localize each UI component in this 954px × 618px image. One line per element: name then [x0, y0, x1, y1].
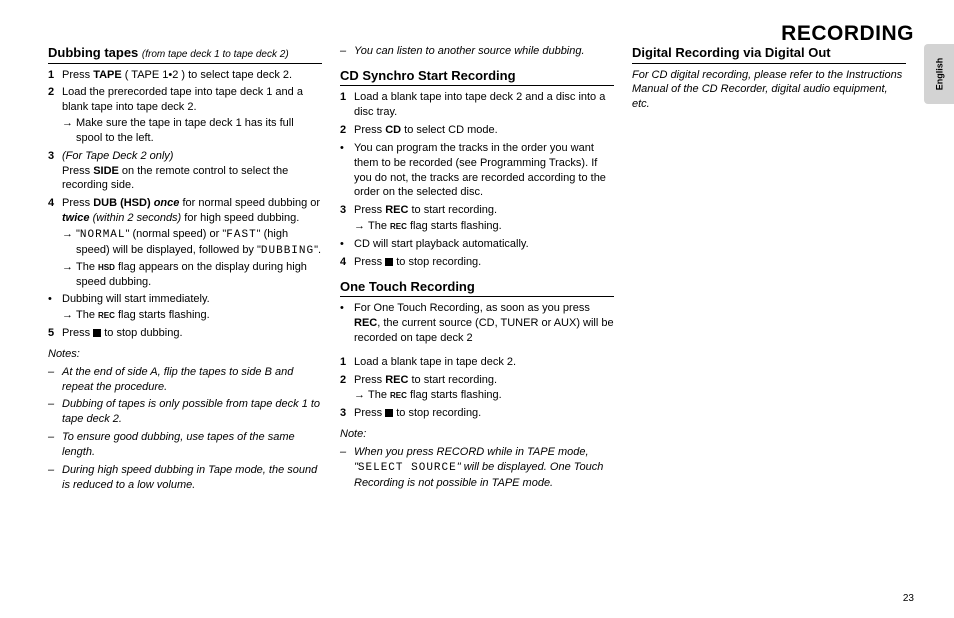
cd-steps-3: 4Press to stop recording.	[340, 255, 614, 270]
otr-step-3: 3Press to stop recording.	[340, 406, 614, 421]
note-3: –To ensure good dubbing, use tapes of th…	[48, 430, 322, 460]
language-tab: English	[924, 44, 954, 104]
digital-recording-body: For CD digital recording, please refer t…	[632, 68, 906, 113]
column-1: Dubbing tapes (from tape deck 1 to tape …	[48, 44, 322, 495]
page-title: RECORDING	[781, 22, 914, 46]
note-1: –At the end of side A, flip the tapes to…	[48, 365, 322, 395]
cd-step-4: 4Press to stop recording.	[340, 255, 614, 270]
stop-icon	[93, 329, 101, 337]
dubbing-step-5: 5Press to stop dubbing.	[48, 326, 322, 341]
column-3: Digital Recording via Digital Out For CD…	[632, 44, 906, 495]
step-2-arrow: →Make sure the tape in tape deck 1 has i…	[62, 116, 322, 146]
heading-subtext: (from tape deck 1 to tape deck 2)	[142, 49, 289, 60]
top-note: –You can listen to another source while …	[340, 44, 614, 59]
cd-steps-2: 3 Press REC to start recording. →The REC…	[340, 203, 614, 234]
dubbing-bullets: • Dubbing will start immediately. →The R…	[48, 292, 322, 323]
step-1: 1Press TAPE ( TAPE 1•2 ) to select tape …	[48, 68, 322, 83]
heading-text: Dubbing tapes	[48, 45, 138, 60]
otr-steps: 1Load a blank tape in tape deck 2. 2 Pre…	[340, 355, 614, 421]
cd-bullet-1: •You can program the tracks in the order…	[340, 141, 614, 200]
otr-bullets: •For One Touch Recording, as soon as you…	[340, 301, 614, 346]
cd-step-1: 1Load a blank tape into tape deck 2 and …	[340, 90, 614, 120]
step-2: 2 Load the prerecorded tape into tape de…	[48, 85, 322, 145]
cd-step-3-arrow: →The REC flag starts flashing.	[354, 219, 614, 234]
bullet-1: • Dubbing will start immediately. →The R…	[48, 292, 322, 323]
notes-header: Notes:	[48, 347, 322, 362]
dubbing-steps: 1Press TAPE ( TAPE 1•2 ) to select tape …	[48, 68, 322, 290]
cd-bullet-2: •CD will start playback automatically.	[340, 237, 614, 252]
cd-step-3: 3 Press REC to start recording. →The REC…	[340, 203, 614, 234]
heading-dubbing-tapes: Dubbing tapes (from tape deck 1 to tape …	[48, 44, 322, 64]
heading-cd-synchro: CD Synchro Start Recording	[340, 67, 614, 87]
content-columns: Dubbing tapes (from tape deck 1 to tape …	[48, 44, 906, 495]
otr-note-1: –When you press RECORD while in TAPE mod…	[340, 445, 614, 491]
cd-step-2: 2Press CD to select CD mode.	[340, 123, 614, 138]
cd-bullets-2: •CD will start playback automatically.	[340, 237, 614, 252]
cd-steps: 1Load a blank tape into tape deck 2 and …	[340, 90, 614, 138]
step-3: 3 (For Tape Deck 2 only) Press SIDE on t…	[48, 149, 322, 194]
otr-bullet-1: •For One Touch Recording, as soon as you…	[340, 301, 614, 346]
heading-digital-recording: Digital Recording via Digital Out	[632, 44, 906, 64]
otr-step-2-arrow: →The REC flag starts flashing.	[354, 388, 614, 403]
note-4: –During high speed dubbing in Tape mode,…	[48, 463, 322, 493]
page-number: 23	[903, 593, 914, 604]
otr-note-header: Note:	[340, 427, 614, 442]
stop-icon	[385, 409, 393, 417]
stop-icon	[385, 258, 393, 266]
step-4: 4 Press DUB (HSD) once for normal speed …	[48, 196, 322, 289]
note-2: –Dubbing of tapes is only possible from …	[48, 397, 322, 427]
cd-bullets-1: •You can program the tracks in the order…	[340, 141, 614, 200]
language-label: English	[934, 58, 944, 91]
otr-step-2: 2 Press REC to start recording. →The REC…	[340, 373, 614, 404]
step-4-arrow-2: →The HSD flag appears on the display dur…	[62, 260, 322, 290]
step-5: 5Press to stop dubbing.	[48, 326, 322, 341]
otr-step-1: 1Load a blank tape in tape deck 2.	[340, 355, 614, 370]
column-2: –You can listen to another source while …	[340, 44, 614, 495]
heading-one-touch: One Touch Recording	[340, 278, 614, 298]
bullet-1-arrow: →The REC flag starts flashing.	[62, 308, 322, 323]
step-4-arrow-1: →"NORMAL" (normal speed) or "FAST" (high…	[62, 227, 322, 259]
